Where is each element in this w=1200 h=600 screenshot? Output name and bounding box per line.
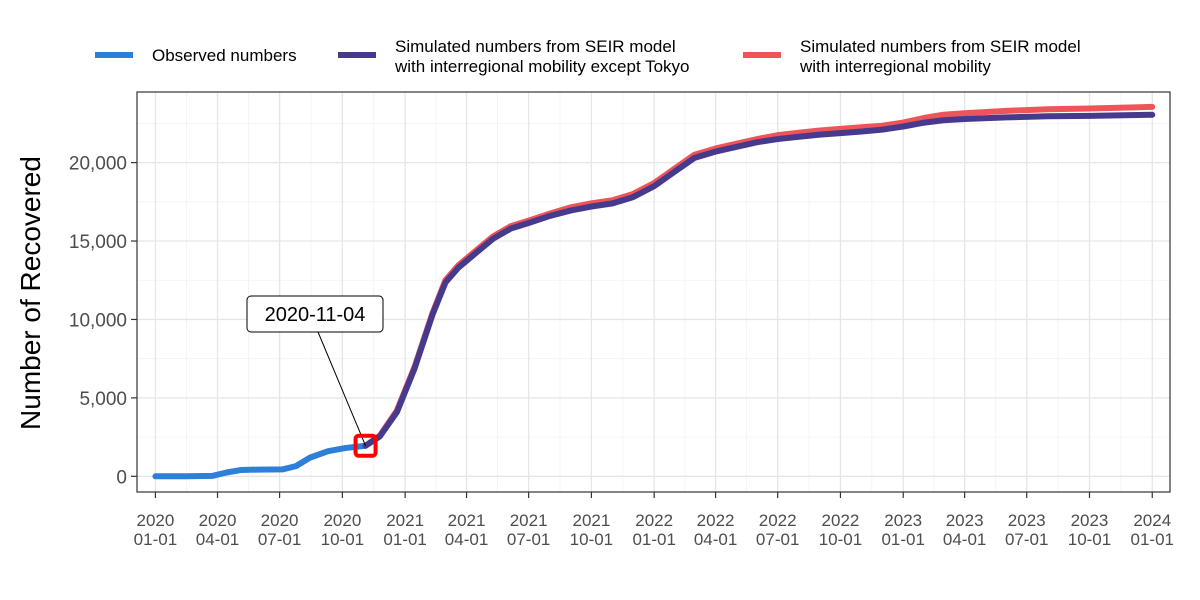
x-tick-label-year: 2021 — [572, 511, 610, 530]
x-tick-label-year: 2023 — [1071, 511, 1109, 530]
y-axis-title: Number of Recovered — [15, 156, 46, 430]
x-tick-label-date: 01-01 — [383, 530, 426, 549]
x-tick-label-year: 2022 — [697, 511, 735, 530]
legend: Observed numbers Simulated numbers from S… — [95, 37, 1081, 76]
x-tick-label-date: 04-01 — [694, 530, 737, 549]
x-tick-label-date: 01-01 — [881, 530, 924, 549]
x-tick-label-year: 2020 — [199, 511, 237, 530]
x-tick-label-year: 2022 — [759, 511, 797, 530]
x-tick-label-date: 01-01 — [632, 530, 675, 549]
series-line — [362, 111, 1156, 449]
y-tick-label: 5,000 — [79, 389, 127, 410]
y-tick-label: 10,000 — [69, 310, 127, 331]
plot-border — [136, 91, 1171, 493]
x-tick-label-date: 01-01 — [134, 530, 177, 549]
x-tick-label-date: 01-01 — [1131, 530, 1174, 549]
x-tick-label-date: 07-01 — [1005, 530, 1048, 549]
x-tick-label-date: 07-01 — [258, 530, 301, 549]
x-tick-label-date: 04-01 — [445, 530, 488, 549]
x-tick-label-year: 2022 — [822, 511, 860, 530]
x-tick-label-year: 2023 — [1008, 511, 1046, 530]
annotation: 2020-11-04 — [246, 295, 384, 458]
x-tick-label-year: 2020 — [261, 511, 299, 530]
plot-panel — [137, 92, 1170, 492]
axes: 202001-01202004-01202007-01202010-012021… — [69, 154, 1174, 549]
annotation-leader-line — [317, 331, 367, 446]
x-tick-label-year: 2023 — [884, 511, 922, 530]
x-tick-label-date: 07-01 — [507, 530, 550, 549]
x-tick-label-year: 2020 — [137, 511, 175, 530]
y-tick-label: 0 — [116, 467, 127, 488]
x-tick-label-year: 2024 — [1133, 511, 1171, 530]
series-line — [152, 442, 369, 480]
x-tick-label-year: 2021 — [510, 511, 548, 530]
x-tick-label-date: 10-01 — [321, 530, 364, 549]
legend-label: Simulated numbers from SEIR model — [395, 37, 676, 56]
x-tick-label-year: 2023 — [946, 511, 984, 530]
legend-label: with interregional mobility except Tokyo — [394, 57, 690, 76]
y-tick-label: 20,000 — [69, 154, 127, 175]
legend-label: Simulated numbers from SEIR model — [800, 37, 1081, 56]
x-tick-label-year: 2021 — [386, 511, 424, 530]
x-tick-label-date: 04-01 — [196, 530, 239, 549]
annotation-label: 2020-11-04 — [265, 304, 366, 326]
x-tick-label-date: 10-01 — [819, 530, 862, 549]
x-tick-label-date: 10-01 — [1068, 530, 1111, 549]
legend-label: Observed numbers — [152, 46, 297, 65]
x-tick-label-date: 10-01 — [570, 530, 613, 549]
series-lines — [152, 103, 1156, 480]
x-tick-label-date: 07-01 — [756, 530, 799, 549]
legend-label: with interregional mobility — [799, 57, 991, 76]
x-tick-label-year: 2020 — [323, 511, 361, 530]
annotation-marker — [353, 433, 378, 458]
x-tick-label-year: 2021 — [448, 511, 486, 530]
annotation-label-box — [246, 295, 384, 333]
y-tick-label: 15,000 — [69, 232, 127, 253]
x-tick-label-date: 04-01 — [943, 530, 986, 549]
x-tick-label-year: 2022 — [635, 511, 673, 530]
